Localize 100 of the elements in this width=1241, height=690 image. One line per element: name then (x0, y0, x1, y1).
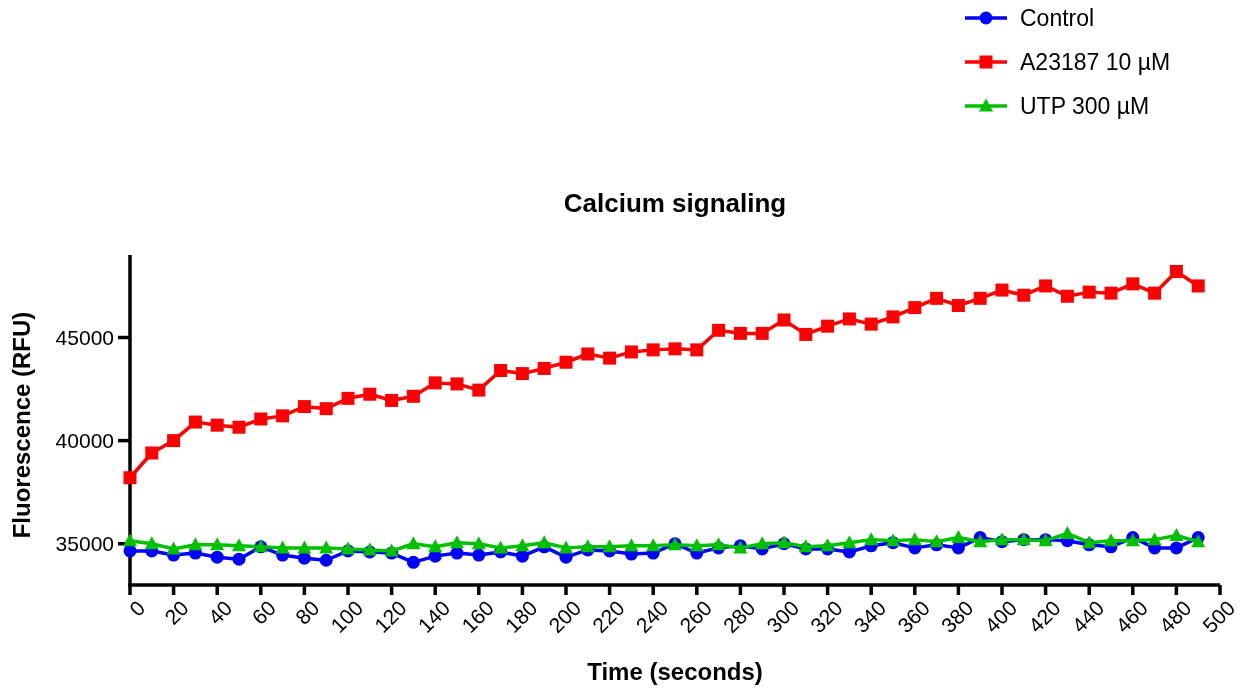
legend-label: Control (1020, 5, 1095, 32)
x-tick-label: 240 (631, 595, 673, 637)
point (755, 536, 770, 550)
point (428, 539, 443, 553)
point (799, 327, 813, 341)
point (1082, 285, 1096, 299)
point (712, 323, 726, 337)
point (559, 540, 573, 554)
point (689, 538, 704, 552)
point (406, 555, 420, 569)
point (1039, 279, 1053, 293)
point (1017, 288, 1031, 302)
point (472, 548, 486, 562)
point (1169, 541, 1183, 555)
y-tick-label: 45000 (55, 325, 114, 349)
x-tick-label: 500 (1198, 595, 1240, 637)
point (733, 326, 747, 340)
point (668, 342, 682, 356)
x-tick-label: 200 (544, 595, 586, 637)
x-tick-label: 120 (369, 595, 411, 637)
y-tick-label: 35000 (55, 532, 114, 556)
point (1126, 277, 1140, 291)
x-tick-label: 220 (587, 595, 629, 637)
point (188, 415, 202, 429)
chart-title: Calcium signaling (563, 188, 787, 218)
x-tick-label: 440 (1067, 595, 1109, 637)
point (1104, 533, 1118, 547)
point (602, 539, 617, 553)
x-tick-label: 400 (980, 595, 1022, 637)
point (188, 537, 203, 551)
point (232, 552, 246, 566)
point (1104, 286, 1118, 300)
x-tick-label: 20 (160, 595, 193, 629)
point (1060, 525, 1075, 539)
point (428, 376, 442, 390)
point (951, 299, 965, 313)
point (581, 347, 595, 361)
x-tick-label: 480 (1154, 595, 1196, 637)
point (820, 538, 835, 552)
legend-label: UTP 300 µM (1020, 93, 1150, 120)
y-tick-label: 40000 (55, 428, 114, 452)
x-tick-label: 80 (290, 595, 324, 629)
point (842, 312, 856, 326)
x-tick-label: 0 (124, 595, 150, 621)
point (254, 412, 268, 426)
point (1191, 279, 1205, 293)
x-tick-label: 280 (718, 595, 760, 637)
x-tick-label: 320 (805, 595, 847, 637)
point (276, 409, 290, 423)
point (166, 541, 181, 555)
point (471, 536, 486, 550)
point (624, 538, 639, 552)
point (363, 387, 377, 401)
point (494, 364, 508, 377)
x-tick-label: 380 (936, 595, 978, 637)
point (341, 391, 355, 405)
x-tick-label: 60 (247, 595, 281, 629)
point (777, 313, 791, 327)
point (755, 326, 769, 340)
point (515, 538, 530, 552)
x-axis-title: Time (seconds) (587, 658, 763, 685)
x-tick-label: 300 (762, 595, 804, 637)
point (123, 471, 137, 485)
point (319, 402, 333, 416)
point (515, 549, 529, 563)
point (1060, 289, 1074, 303)
point (821, 319, 835, 333)
point (864, 532, 879, 546)
point (951, 530, 966, 544)
x-tick-label: 260 (674, 595, 717, 637)
point (646, 538, 661, 552)
point (711, 537, 726, 551)
point (537, 535, 552, 549)
x-tick-label: 420 (1023, 595, 1065, 637)
point (493, 540, 508, 554)
point (319, 540, 334, 554)
point (1147, 532, 1162, 546)
point (472, 383, 486, 397)
point (646, 343, 660, 357)
point (232, 538, 246, 552)
point (450, 535, 464, 549)
point (1148, 286, 1162, 300)
x-tick-label: 160 (456, 595, 499, 637)
y-axis-title: Fluorescence (RFU) (8, 311, 35, 539)
point (275, 540, 290, 554)
point (537, 361, 551, 375)
point (406, 389, 420, 403)
x-tick-label: 40 (203, 595, 237, 629)
point (450, 377, 464, 391)
point (886, 310, 900, 324)
point (559, 355, 573, 369)
point (167, 434, 181, 448)
point (580, 539, 595, 553)
point (297, 400, 311, 414)
point (930, 291, 944, 305)
point (210, 418, 224, 432)
point (123, 533, 137, 547)
point (907, 532, 922, 546)
point (406, 536, 421, 550)
point (297, 551, 311, 565)
